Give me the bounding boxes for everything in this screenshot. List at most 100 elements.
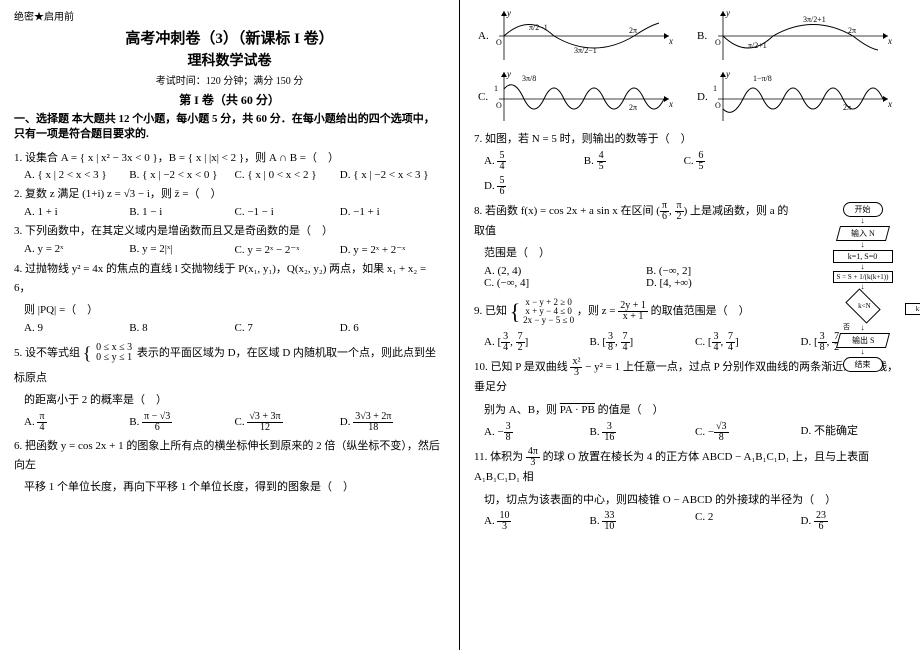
q9-constraints: x − y + 2 ≥ 0 x + y − 4 ≤ 0 2x − y − 5 ≤… bbox=[523, 298, 574, 325]
q4-b: B. 8 bbox=[129, 322, 234, 334]
q5-stem: 5. 设不等式组 { 0 ≤ x ≤ 3 0 ≤ y ≤ 1 表示的平面区域为 … bbox=[14, 338, 445, 387]
q4-d: D. 6 bbox=[340, 322, 445, 334]
svg-text:y: y bbox=[506, 69, 511, 79]
q1-b: B. { x | −2 < x < 0 } bbox=[129, 169, 234, 181]
graph-c-svg: 3π/8 1 2π O x y bbox=[474, 69, 674, 124]
q11-a: A. 103 bbox=[484, 511, 590, 532]
q2-sqrt: √3 bbox=[124, 188, 136, 200]
q7-c: C. 65 bbox=[684, 151, 784, 172]
q2-stem-b: − i，则 z̄ =（ ） bbox=[135, 188, 221, 200]
q5-b: B. π − √36 bbox=[129, 412, 234, 433]
q2-a: A. 1 + i bbox=[24, 206, 129, 218]
fc-arrow: ↓ bbox=[815, 326, 910, 331]
q3-options: A. y = 2ˣ B. y = 2|ˣ| C. y = 2ˣ − 2⁻ˣ D.… bbox=[24, 243, 445, 256]
svg-text:2π: 2π bbox=[848, 26, 856, 35]
q3-c: C. y = 2ˣ − 2⁻ˣ bbox=[235, 243, 340, 256]
q10-a: A. −38 bbox=[484, 422, 590, 443]
q5-options: A. π4 B. π − √36 C. √3 + 3π12 D. 3√3 + 2… bbox=[24, 412, 445, 433]
q4-stem2: 则 |PQ| =（ ） bbox=[24, 301, 445, 320]
svg-text:π/2+1: π/2+1 bbox=[748, 41, 767, 50]
fc-no: 否 bbox=[843, 322, 850, 332]
instructions: 一、选择题 本大题共 12 个小题，每小题 5 分，共 60 分．在每小题给出的… bbox=[14, 112, 445, 143]
q4-options: A. 9 B. 8 C. 7 D. 6 bbox=[24, 322, 445, 334]
fc-arrow: ↓ bbox=[815, 243, 910, 248]
q7-a: A. 54 bbox=[484, 151, 584, 172]
graph-b-label: B. bbox=[697, 30, 707, 42]
q6-stem2: 平移 1 个单位长度，再向下平移 1 个单位长度，得到的图象是（ ） bbox=[24, 478, 445, 497]
graph-a-svg: π/2−1 2π 3π/2−1 O x y bbox=[474, 8, 674, 63]
fc-output: 输出 S bbox=[835, 333, 889, 348]
q9-s3: 的取值范围是（ ） bbox=[651, 305, 750, 317]
q8-s1: 8. 若函数 f(x) = cos 2x + a sin x 在区间 bbox=[474, 205, 654, 217]
fc-cond: k<N bbox=[845, 289, 880, 324]
graph-d-svg: 1−π/8 1 2π O x y bbox=[693, 69, 893, 124]
exam-page: 绝密★启用前 高考冲刺卷（3）（新课标 I 卷） 理科数学试卷 考试时间：120… bbox=[0, 0, 920, 650]
svg-text:y: y bbox=[725, 69, 730, 79]
fc-arrow: ↓ bbox=[815, 265, 910, 270]
q11-stem3: 切，切点为该表面的中心，则四棱锥 O − ABCD 的外接球的半径为（ ） bbox=[484, 491, 906, 510]
fc-arrow: ↓ bbox=[815, 219, 910, 224]
q9-b: B. [38, 74] bbox=[590, 332, 696, 353]
q8-stem: 8. 若函数 f(x) = cos 2x + a sin x 在区间 (π6, … bbox=[474, 201, 798, 241]
q9-c: C. [34, 74] bbox=[695, 332, 801, 353]
fc-start: 开始 bbox=[843, 202, 883, 217]
q5-d: D. 3√3 + 2π18 bbox=[340, 412, 445, 433]
q7-options: A. 54 B. 45 C. 65 D. 56 bbox=[484, 151, 786, 197]
svg-text:2π: 2π bbox=[629, 26, 637, 35]
q3-b: B. y = 2|ˣ| bbox=[129, 243, 234, 256]
q11-b: B. 3310 bbox=[590, 511, 696, 532]
q2-b: B. 1 − i bbox=[129, 206, 234, 218]
fc-arrow: ↓ bbox=[815, 285, 910, 290]
svg-text:x: x bbox=[668, 36, 673, 46]
fc-arrow: ↓ bbox=[815, 350, 910, 355]
fc-init: k=1, S=0 bbox=[833, 250, 893, 263]
q2-d: D. −1 + i bbox=[340, 206, 445, 218]
svg-text:1−π/8: 1−π/8 bbox=[753, 74, 772, 83]
q4-stem1: 4. 过抛物线 y² = 4x 的焦点的直线 l 交抛物线于 P(x₁, y₁)… bbox=[14, 260, 445, 297]
graph-b-svg: π/2+1 2π 3π/2+1 O x y bbox=[693, 8, 893, 63]
q4-a: A. 9 bbox=[24, 322, 129, 334]
svg-text:1: 1 bbox=[713, 84, 717, 93]
q3-d: D. y = 2ˣ + 2⁻ˣ bbox=[340, 243, 445, 256]
q7-b: B. 45 bbox=[584, 151, 684, 172]
graph-b: B. π/2+1 2π 3π/2+1 O x y bbox=[693, 8, 906, 63]
q1-d: D. { x | −2 < x < 3 } bbox=[340, 169, 445, 181]
graph-a-label: A. bbox=[478, 30, 489, 42]
subtitle: 理科数学试卷 bbox=[14, 50, 445, 70]
q8-b: B. (−∞, 2] bbox=[646, 265, 808, 277]
secret-label: 绝密★启用前 bbox=[14, 8, 445, 23]
svg-text:2π: 2π bbox=[629, 103, 637, 112]
q11-s1: 11. 体积为 bbox=[474, 451, 523, 463]
q10-c: C. −√38 bbox=[695, 422, 801, 443]
q1-a: A. { x | 2 < x < 3 } bbox=[24, 169, 129, 181]
svg-text:O: O bbox=[496, 101, 502, 110]
q9-a: A. [34, 72] bbox=[484, 332, 590, 353]
svg-text:1: 1 bbox=[494, 84, 498, 93]
q5-a: A. π4 bbox=[24, 412, 129, 433]
q8-a: A. (2, 4) bbox=[484, 265, 646, 277]
q8-c: C. (−∞, 4] bbox=[484, 277, 646, 289]
q10-options: A. −38 B. 316 C. −√38 D. 不能确定 bbox=[484, 422, 906, 443]
q8-options: A. (2, 4) B. (−∞, 2] C. (−∞, 4] D. [4, +… bbox=[484, 265, 808, 289]
q5-stem1: 5. 设不等式组 bbox=[14, 347, 80, 359]
svg-text:O: O bbox=[715, 101, 721, 110]
svg-text:3π/2+1: 3π/2+1 bbox=[803, 15, 826, 24]
fc-inc: k=k+1 bbox=[905, 303, 920, 315]
right-column: A. π/2−1 2π 3π/2−1 O x y B. bbox=[460, 0, 920, 650]
q11-stem: 11. 体积为 4π3 的球 O 放置在棱长为 4 的正方体 ABCD − A₁… bbox=[474, 447, 906, 487]
q10-d: D. 不能确定 bbox=[801, 422, 907, 443]
svg-text:3π/2−1: 3π/2−1 bbox=[574, 46, 597, 55]
q8-d: D. [4, +∞) bbox=[646, 277, 808, 289]
q7-stem: 7. 如图，若 N = 5 时，则输出的数等于（ ） bbox=[474, 130, 906, 149]
q4-c: C. 7 bbox=[235, 322, 340, 334]
svg-text:O: O bbox=[496, 38, 502, 47]
graph-a: A. π/2−1 2π 3π/2−1 O x y bbox=[474, 8, 687, 63]
q1-stem: 1. 设集合 A = { x | x² − 3x < 0 }，B = { x |… bbox=[14, 149, 445, 168]
q3-a: A. y = 2ˣ bbox=[24, 243, 129, 256]
q5-stem3: 的距离小于 2 的概率是（ ） bbox=[24, 391, 445, 410]
q2-stem: 2. 复数 z 满足 (1+i) z = √3 − i，则 z̄ =（ ） bbox=[14, 185, 445, 204]
svg-text:y: y bbox=[725, 8, 730, 18]
section-heading: 第 I 卷（共 60 分） bbox=[14, 91, 445, 108]
q10-vec: PA · PB bbox=[560, 404, 595, 416]
q2-stem-a: 2. 复数 z 满足 (1+i) z = bbox=[14, 188, 124, 200]
